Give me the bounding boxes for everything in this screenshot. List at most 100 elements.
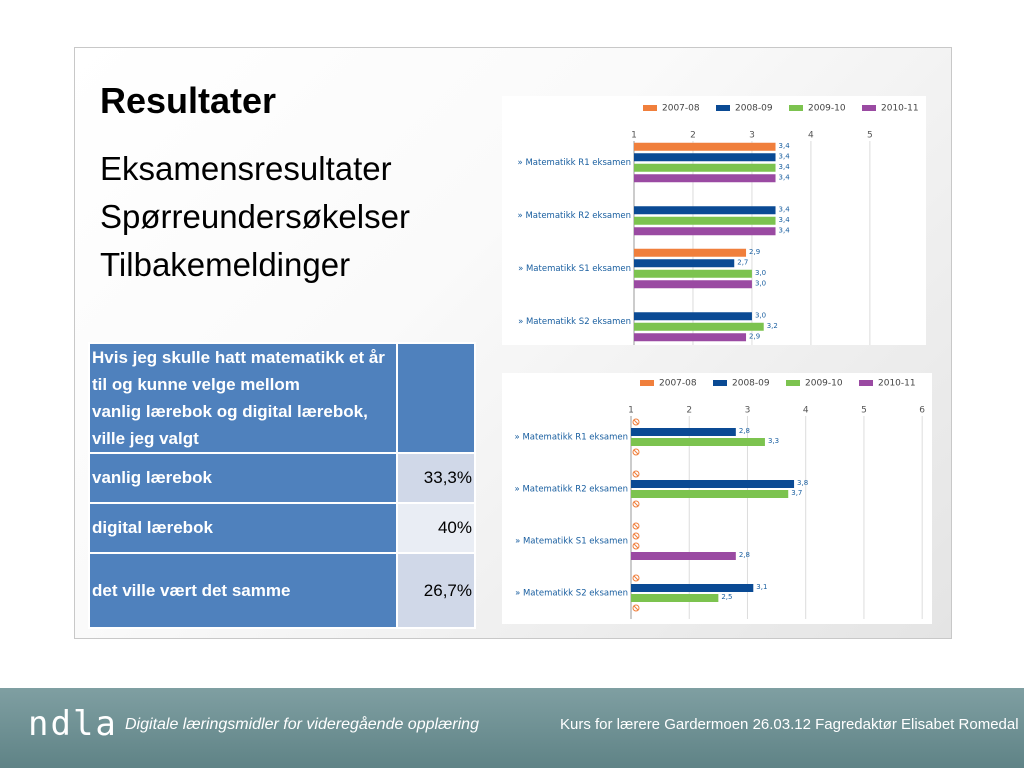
value-label: 2,8 (739, 551, 750, 559)
x-tick-label: 1 (628, 406, 634, 416)
bar (631, 594, 719, 602)
header-line: til og kunne velge mellom (92, 375, 300, 394)
bar (634, 163, 776, 172)
value-label: 3,0 (755, 311, 766, 319)
bar (631, 552, 736, 560)
no-data-icon (633, 575, 639, 581)
x-tick-label: 3 (749, 131, 755, 141)
legend-swatch (716, 105, 730, 111)
category-label: » Matematikk S1 eksamen (518, 264, 631, 274)
x-tick-label: 4 (803, 406, 809, 416)
bar (634, 269, 752, 278)
category-label: » Matematikk R1 eksamen (515, 433, 628, 443)
value-label: 3,2 (767, 322, 778, 330)
bar (634, 174, 776, 183)
bar (631, 428, 736, 436)
value-label: 3,0 (755, 279, 766, 287)
header-cell: Hvis jeg skulle hatt matematikk et år ti… (88, 342, 398, 454)
category-label: » Matematikk R2 eksamen (515, 485, 628, 495)
bar (631, 438, 765, 446)
bar (634, 206, 776, 215)
value-label: 3,4 (779, 163, 791, 171)
header-line: ville jeg valgt (92, 429, 199, 448)
category-label: » Matematikk R1 eksamen (518, 158, 631, 168)
slide-items: Eksamensresultater Spørreundersøkelser T… (100, 145, 410, 289)
no-data-icon (632, 574, 640, 582)
bar (631, 480, 795, 488)
credit: Kurs for lærere Gardermoen 26.03.12 Fagr… (560, 716, 1019, 733)
bar (634, 248, 747, 257)
no-data-icon (633, 533, 639, 539)
bar (634, 142, 776, 151)
x-tick-label: 5 (867, 131, 873, 141)
bar (634, 153, 776, 162)
no-data-icon (633, 449, 639, 455)
legend-swatch (786, 380, 800, 386)
legend-swatch (640, 380, 654, 386)
value-label: 3,1 (756, 583, 767, 591)
bar (634, 322, 764, 331)
bar (634, 280, 752, 289)
no-data-icon (632, 500, 640, 508)
legend-label: 2007-08 (659, 379, 697, 389)
value-label: 3,8 (797, 479, 808, 487)
no-data-icon (632, 604, 640, 612)
item: Spørreundersøkelser (100, 198, 410, 235)
item: Tilbakemeldinger (100, 246, 351, 283)
logo: ndla (28, 704, 118, 744)
no-data-icon (633, 543, 639, 549)
cell: digital lærebok (88, 502, 398, 554)
x-tick-label: 6 (919, 406, 925, 416)
legend-swatch (862, 105, 876, 111)
header-line: Hvis jeg skulle hatt matematikk et år (92, 348, 385, 367)
value-label: 3,4 (779, 205, 791, 213)
bar (634, 312, 752, 321)
header-line: vanlig lærebok og digital lærebok, (92, 402, 368, 421)
x-tick-label: 4 (808, 131, 814, 141)
tagline: Digitale læringsmidler for videregående … (125, 716, 479, 733)
no-data-icon (633, 523, 639, 529)
legend-label: 2010-11 (878, 379, 916, 389)
no-data-icon (633, 605, 639, 611)
value-label: 2,5 (721, 593, 732, 601)
chart: 1 2 3 4 5 2007-08 2008-09 2009-10 2010-11 » Matem… (502, 96, 926, 345)
cell: det ville vært det samme (88, 552, 398, 629)
no-data-icon (632, 522, 640, 530)
value-label: 3,7 (791, 489, 802, 497)
value-label: 3,0 (755, 269, 766, 277)
category-label: » Matematikk S2 eksamen (518, 317, 631, 327)
value-label: 2,8 (739, 427, 750, 435)
item: Eksamensresultater (100, 150, 392, 187)
no-data-icon (633, 419, 639, 425)
no-data-icon (633, 501, 639, 507)
cell: 33,3% (396, 452, 476, 504)
footer: ndla Digitale læringsmidler for videregå… (0, 688, 1024, 768)
no-data-icon (632, 542, 640, 550)
legend-label: 2008-09 (732, 379, 770, 389)
legend-label: 2007-08 (662, 104, 700, 114)
value-label: 3,4 (779, 173, 791, 181)
x-tick-label: 2 (686, 406, 692, 416)
legend-label: 2009-10 (805, 379, 843, 389)
bar (634, 216, 776, 225)
no-data-icon (633, 471, 639, 477)
no-data-icon (632, 470, 640, 478)
category-label: » Matematikk R2 eksamen (518, 211, 631, 221)
category-label: » Matematikk S1 eksamen (515, 537, 628, 547)
x-tick-label: 3 (745, 406, 751, 416)
bar (631, 490, 789, 498)
value-label: 3,4 (779, 142, 791, 150)
category-label: » Matematikk S2 eksamen (515, 589, 628, 599)
legend-swatch (643, 105, 657, 111)
header-cell (396, 342, 476, 454)
value-label: 3,4 (779, 152, 791, 160)
x-tick-label: 1 (631, 131, 637, 141)
no-data-icon (632, 532, 640, 540)
no-data-icon (632, 418, 640, 426)
bar (634, 259, 735, 268)
x-tick-label: 2 (690, 131, 696, 141)
legend-swatch (713, 380, 727, 386)
legend-label: 2009-10 (808, 104, 846, 114)
chart: 1 2 3 4 5 6 2007-08 2008-09 2009-10 2010-11 » Mate… (502, 373, 932, 624)
